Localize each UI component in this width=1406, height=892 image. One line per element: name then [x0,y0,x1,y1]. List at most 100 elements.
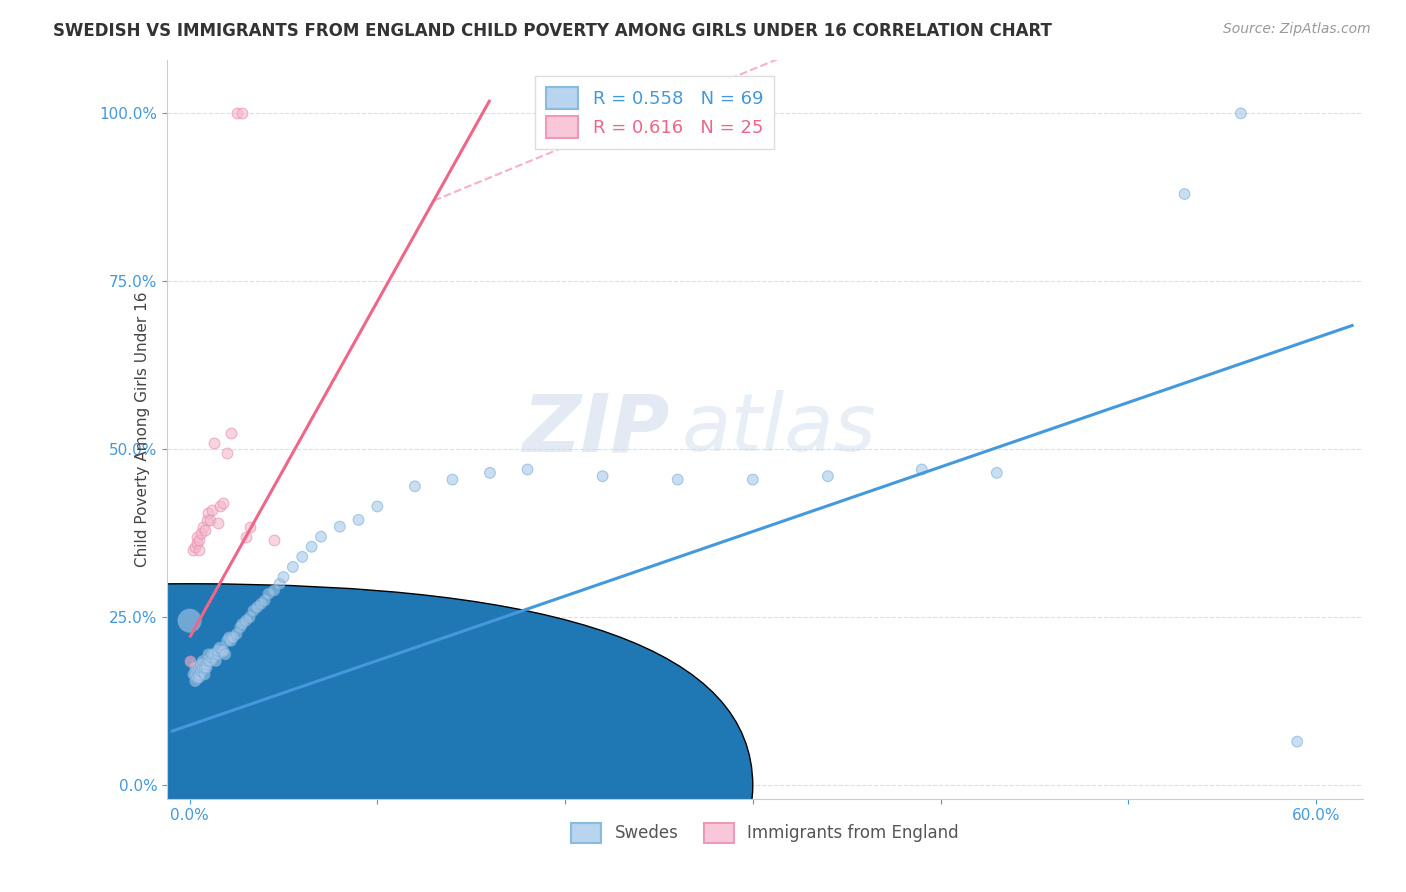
Point [242,604,264,618]
Point [235,614,257,628]
Point [1230,106,1253,120]
Point [219,425,242,440]
Point [195,513,218,527]
Legend: R = 0.558   N = 69, R = 0.616   N = 25: R = 0.558 N = 69, R = 0.616 N = 25 [534,76,773,149]
Point [194,523,217,537]
Point [188,667,211,681]
Point [212,644,235,658]
Point [188,533,211,547]
Point [200,654,222,668]
Point [229,620,252,634]
Point [301,540,323,554]
Point [231,617,253,632]
Point [222,631,245,645]
Point [190,526,212,541]
Point [186,661,208,675]
Point [201,648,224,662]
Point [309,530,332,544]
Point [190,661,212,675]
Point [257,587,280,601]
Point [404,479,426,493]
Point [366,500,388,514]
Point [186,671,208,685]
Point [253,593,276,607]
Point [250,597,273,611]
Text: atlas: atlas [682,390,876,468]
Point [217,446,239,460]
Point [1286,734,1309,748]
Point [347,513,370,527]
Point [269,576,291,591]
Point [195,657,218,672]
Point [207,516,229,531]
Point [211,644,233,658]
Point [281,560,304,574]
Point [197,648,219,662]
Point [190,657,212,672]
Point [516,462,538,476]
Point [179,614,201,628]
Point [184,667,207,681]
Point [191,661,214,675]
Point [441,473,464,487]
Point [183,543,205,558]
Point [201,650,224,665]
Point [273,570,295,584]
Point [202,435,225,450]
Point [219,633,242,648]
Point [207,648,229,662]
Point [246,600,269,615]
Point [188,671,211,685]
Point [239,610,262,624]
Point [214,648,236,662]
Point [195,661,218,675]
Point [184,540,207,554]
Point [231,106,253,120]
Point [184,661,207,675]
Point [186,536,208,550]
Point [194,661,217,675]
Text: ZIP: ZIP [522,390,669,468]
Point [186,530,208,544]
Point [202,648,225,662]
Point [205,654,228,668]
Point [225,106,247,120]
Point [1173,186,1195,201]
Point [911,462,934,476]
Point [592,469,614,483]
Point [188,661,211,675]
Point [191,654,214,668]
Point [225,627,247,641]
Point [741,473,763,487]
Point [817,469,839,483]
Point [208,500,231,514]
Text: Source: ZipAtlas.com: Source: ZipAtlas.com [1223,22,1371,37]
Point [291,549,314,564]
Point [183,667,205,681]
Point [666,473,689,487]
Point [194,667,217,681]
Point [201,503,224,517]
Point [200,513,222,527]
Point [207,644,229,658]
Point [263,533,285,547]
Point [263,583,285,598]
Point [212,496,235,510]
Point [218,631,240,645]
FancyBboxPatch shape [0,583,752,892]
Point [179,654,201,668]
Point [329,519,352,533]
Point [235,530,257,544]
Point [190,664,212,678]
Point [191,519,214,533]
Point [197,654,219,668]
Point [239,519,262,533]
Point [184,674,207,689]
Point [197,506,219,520]
Point [208,640,231,655]
Y-axis label: Child Poverty Among Girls Under 16: Child Poverty Among Girls Under 16 [135,292,150,567]
Point [986,466,1008,480]
Point [478,466,501,480]
Point [188,543,211,558]
Text: SWEDISH VS IMMIGRANTS FROM ENGLAND CHILD POVERTY AMONG GIRLS UNDER 16 CORRELATIO: SWEDISH VS IMMIGRANTS FROM ENGLAND CHILD… [53,22,1052,40]
